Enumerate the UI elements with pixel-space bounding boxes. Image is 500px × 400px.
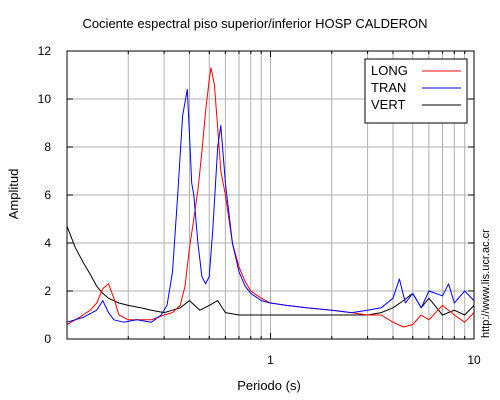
legend-label-long: LONG [371, 63, 408, 78]
y-tick-label: 0 [44, 332, 51, 346]
legend-box [364, 58, 468, 124]
x-axis-label: Periodo (s) [237, 378, 301, 393]
side-url-text: http://www.lis.ucr.ac.cr [480, 229, 492, 338]
chart-title: Cociente espectral piso superior/inferio… [82, 16, 427, 31]
x-tick-label: 10 [467, 353, 481, 367]
y-tick-label: 6 [44, 188, 51, 202]
side-url-label: http://www.lis.ucr.ac.cr [480, 229, 492, 338]
y-axis-label: Amplitud [6, 169, 21, 220]
y-tick-label: 2 [44, 284, 51, 298]
legend-label-vert: VERT [371, 97, 405, 112]
tick-labels: 0 2 4 6 8 10 12 1 10 [38, 44, 481, 367]
series-line-long [66, 67, 475, 328]
y-tick-label: 10 [38, 92, 52, 106]
y-tick-label: 12 [38, 44, 52, 58]
y-tick-label: 4 [44, 236, 51, 250]
ticks [66, 50, 475, 340]
legend-label-tran: TRAN [371, 80, 406, 95]
series-line-tran [66, 88, 475, 323]
x-tick-label: 1 [267, 353, 274, 367]
series-layer [66, 67, 475, 328]
y-tick-label: 8 [44, 140, 51, 154]
legend: LONG TRAN VERT [364, 58, 468, 124]
